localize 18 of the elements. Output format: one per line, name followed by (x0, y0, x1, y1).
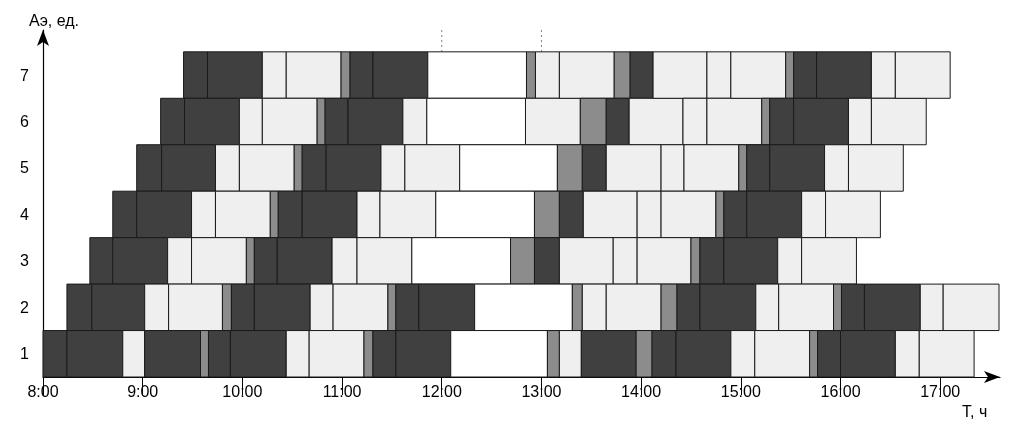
y-axis-title: Aэ, ед. (29, 11, 80, 29)
y-tick-label: 6 (20, 113, 30, 131)
x-tick-label: 14:00 (621, 382, 662, 400)
x-axis-title: T, ч (962, 402, 988, 420)
x-tick-label: 15:00 (720, 382, 761, 400)
x-tick-label: 8:00 (27, 382, 59, 400)
y-tick-label: 2 (20, 298, 30, 316)
y-tick-label: 1 (20, 345, 30, 363)
x-tick-label: 13:00 (521, 382, 562, 400)
y-tick-label: 3 (20, 252, 30, 270)
x-tick-label: 12:00 (421, 382, 462, 400)
x-tick-label: 17:00 (920, 382, 961, 400)
x-tick-label: 10:00 (222, 382, 263, 400)
x-tick-label: 11:00 (322, 382, 362, 400)
y-tick-label: 7 (20, 66, 30, 84)
y-tick-label: 5 (20, 159, 30, 177)
x-tick-label: 16:00 (820, 382, 861, 400)
y-tick-label: 4 (20, 205, 30, 223)
